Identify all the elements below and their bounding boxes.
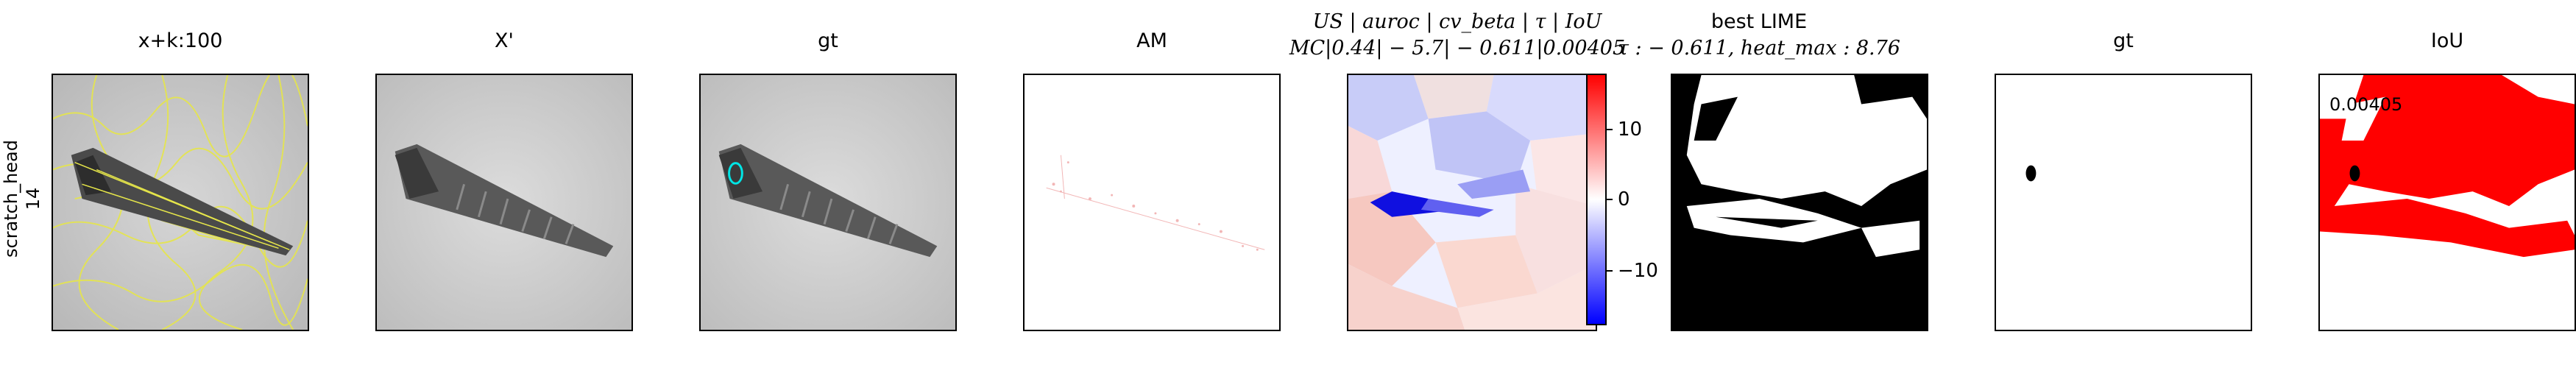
colorbar-tick-0 <box>1607 199 1613 200</box>
panel-title-us-line2: MC|0.44| − 5.7| − 0.611|0.00405 <box>1289 37 1626 60</box>
iou-overlay-image <box>2318 74 2576 331</box>
reconstruction-image <box>375 74 633 331</box>
panel-title-lime-line2: τ : − 0.611, heat_max : 8.76 <box>1618 37 1900 60</box>
iou-value-annotation: 0.00405 <box>2329 94 2403 115</box>
row-label-text: scratch_head 14 <box>1 139 43 258</box>
panel-title-gt2: gt <box>2113 29 2134 52</box>
colorbar-tick-10 <box>1607 129 1613 130</box>
colorbar-label-10: 10 <box>1618 118 1643 141</box>
row-label: scratch_head 14 <box>0 74 44 324</box>
gt-mask-image <box>1995 74 2252 331</box>
panel-title-lime-line1: best LIME <box>1710 10 1808 33</box>
panel-title-gt: gt <box>818 29 838 52</box>
gt-overlay-image <box>699 74 957 331</box>
colorbar <box>1586 74 1607 325</box>
anomaly-map-image <box>1023 74 1281 331</box>
input-superpixel-image <box>52 74 309 331</box>
colorbar-label-minus10: −10 <box>1618 260 1658 282</box>
panel-title-reconstruction: X' <box>495 29 514 52</box>
panel-title-am: AM <box>1136 29 1167 52</box>
us-heatmap-image <box>1347 74 1597 331</box>
lime-mask-image <box>1671 74 1928 331</box>
panel-title-us-line1: US | auroc | cv_beta | τ | IoU <box>1312 10 1602 33</box>
panel-title-input: x+k:100 <box>138 29 223 52</box>
colorbar-tick-minus10 <box>1607 270 1613 272</box>
colorbar-label-0: 0 <box>1618 188 1630 210</box>
panel-title-iou: IoU <box>2430 29 2464 52</box>
